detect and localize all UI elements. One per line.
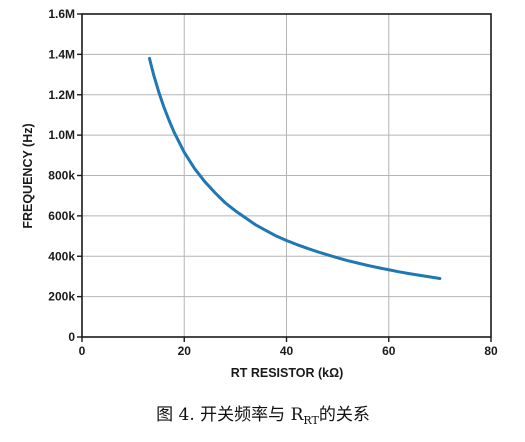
x-axis-title: RT RESISTOR (kΩ)	[231, 366, 344, 380]
caption-suffix: 的关系	[319, 405, 370, 425]
x-tick-label: 80	[484, 344, 498, 358]
y-tick-label: 800k	[48, 169, 75, 183]
frequency-curve	[147, 56, 442, 280]
x-tick-label: 40	[280, 344, 294, 358]
y-tick-label: 1.6M	[48, 7, 75, 21]
y-tick-label: 1.4M	[48, 47, 75, 61]
x-tick-label: 0	[79, 344, 86, 358]
y-tick-label: 600k	[48, 209, 75, 223]
tick-labels: 0 20 40 60 80 0 200k 400k 600k 800k 1.0M 1.2M 1.4M 1.…	[48, 7, 498, 358]
y-tick-label: 1.2M	[48, 88, 75, 102]
caption-subscript: RT	[303, 414, 319, 427]
y-tick-label: 1.0M	[48, 128, 75, 142]
x-tick-label: 20	[178, 344, 192, 358]
y-tick-label: 400k	[48, 249, 75, 263]
y-axis-title: FREQUENCY (Hz)	[21, 123, 35, 228]
caption-prefix: 图 4. 开关频率与 R	[156, 405, 304, 425]
y-tick-label: 200k	[48, 290, 75, 304]
y-tick-label: 0	[68, 330, 75, 344]
gridlines	[82, 14, 491, 337]
figure-caption: 图 4. 开关频率与 RRT的关系	[156, 405, 370, 427]
x-tick-label: 60	[382, 344, 396, 358]
series-layer	[147, 56, 442, 280]
